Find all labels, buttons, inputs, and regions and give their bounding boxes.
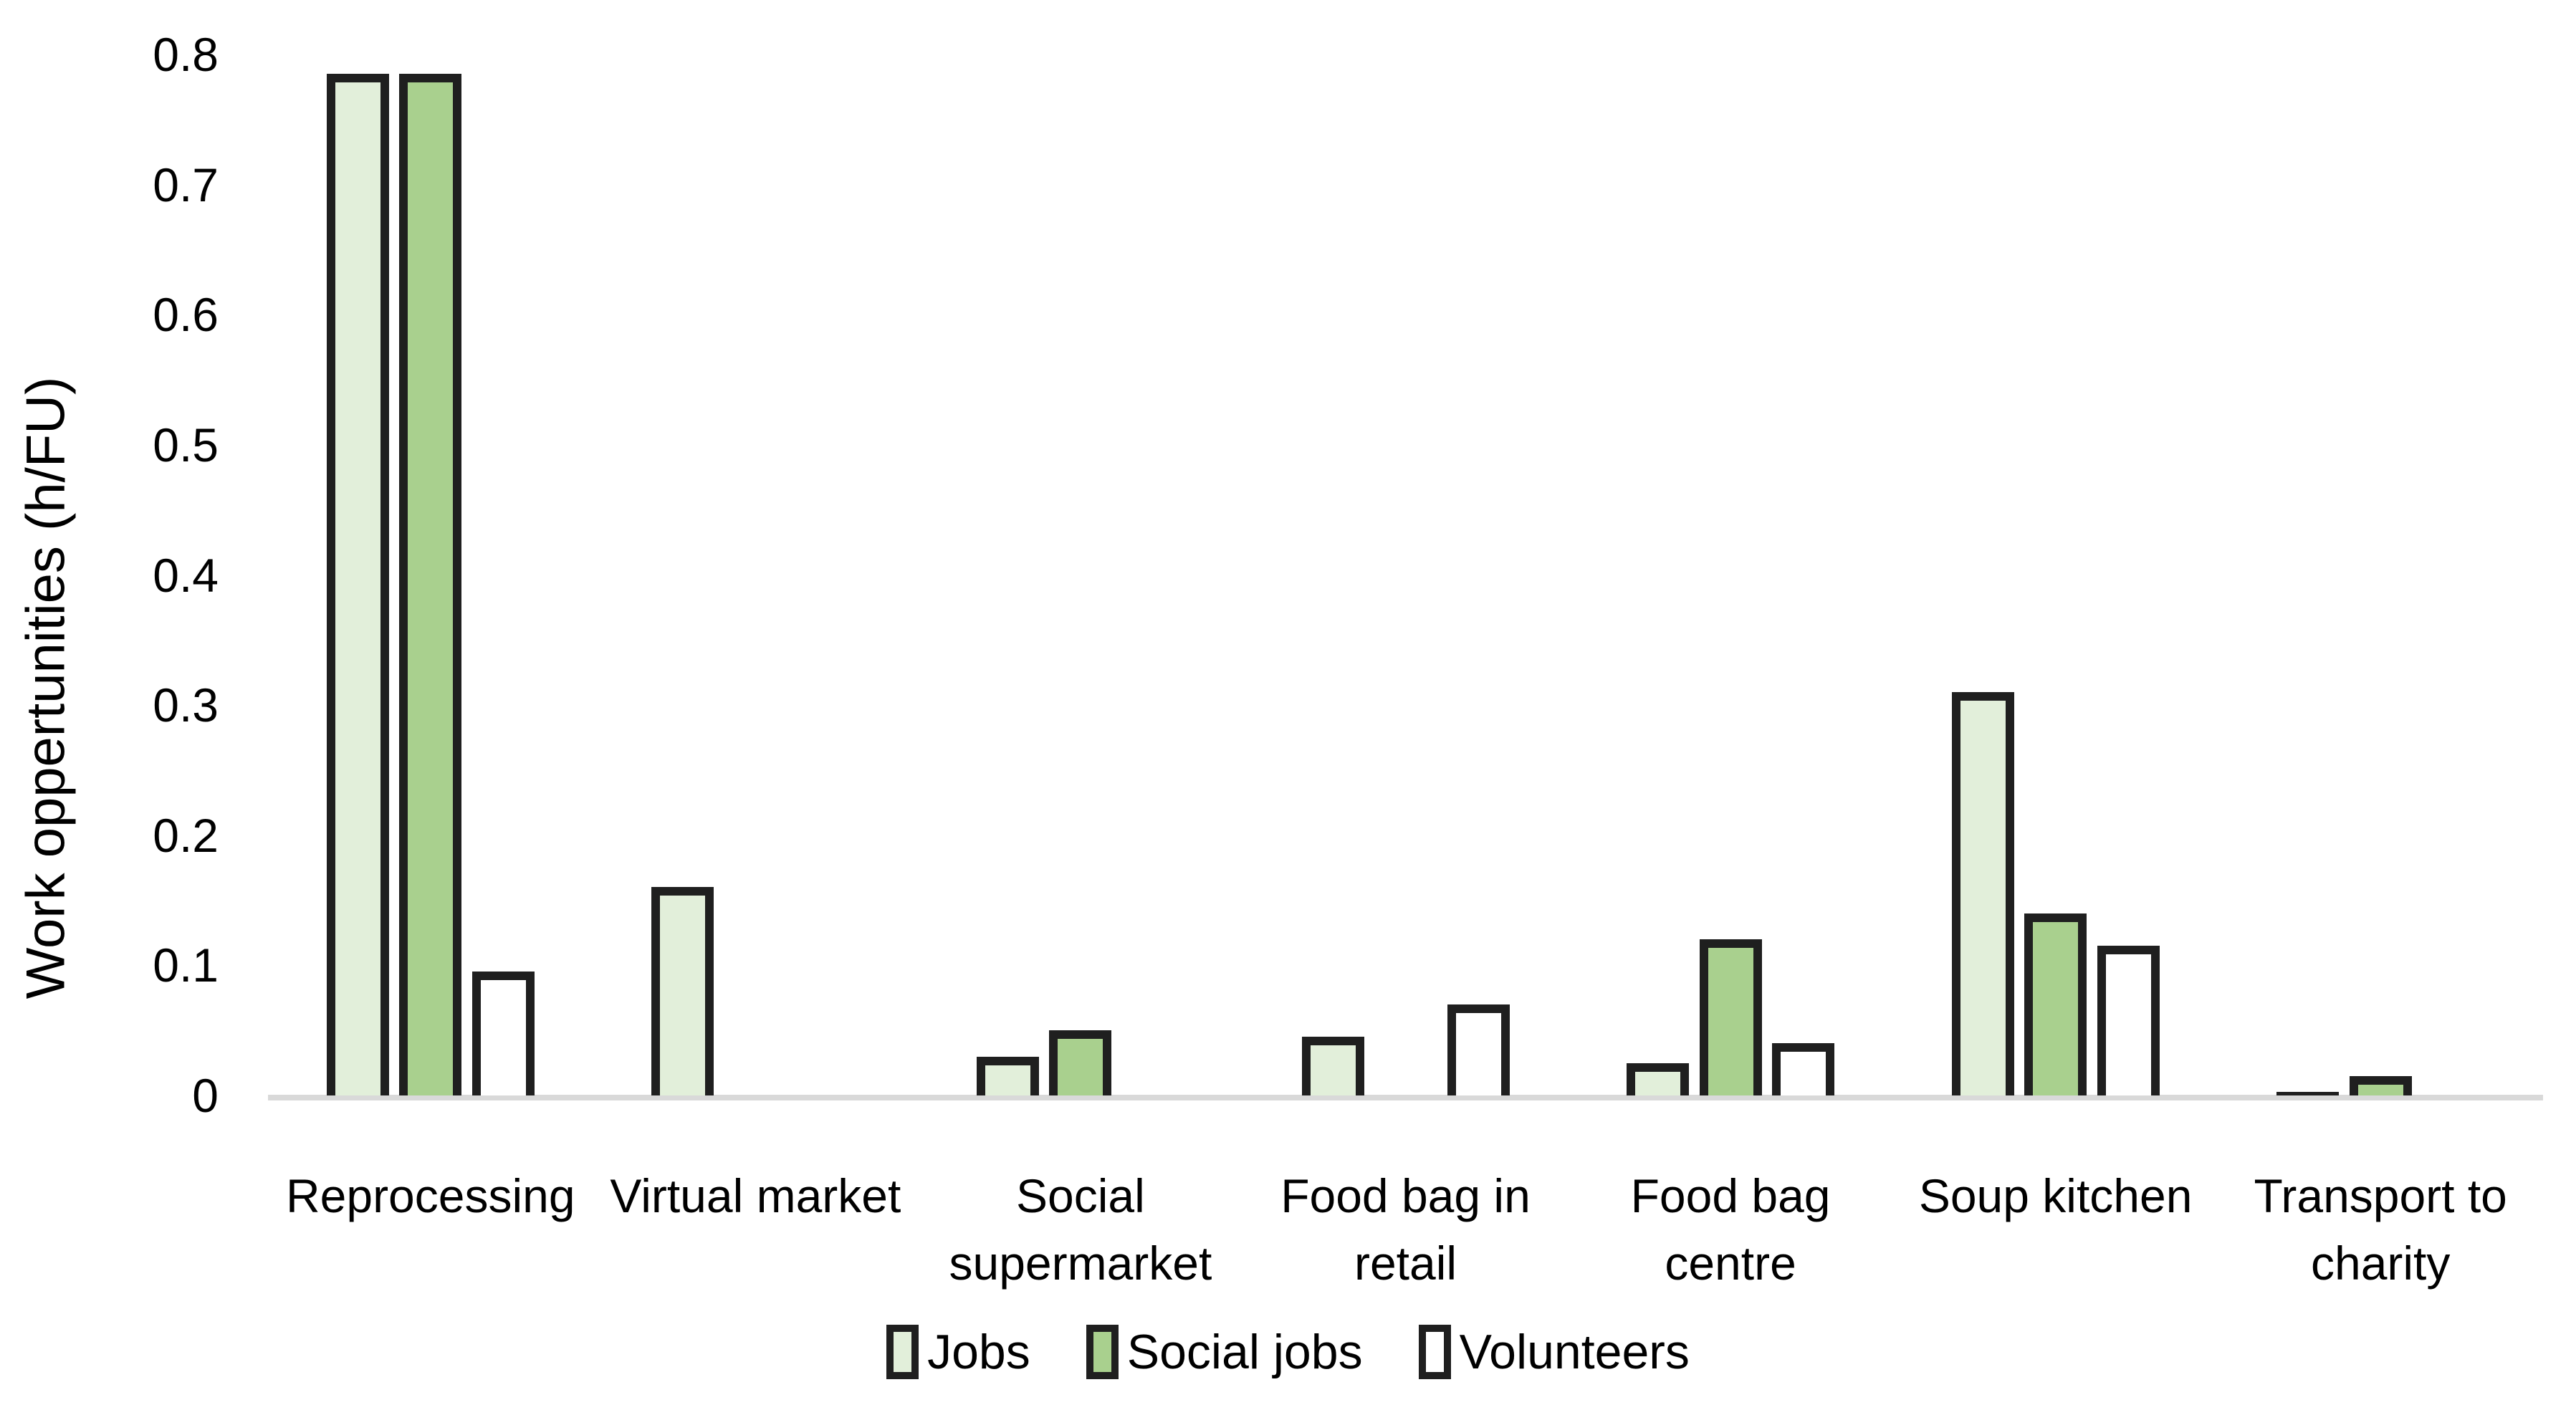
legend-label: Social jobs <box>1126 1325 1363 1379</box>
bar-social-jobs <box>2349 1076 2412 1095</box>
legend-label: Jobs <box>927 1325 1030 1379</box>
x-category-label: Virtual market <box>610 1169 901 1222</box>
bar-social-jobs <box>1699 939 1762 1095</box>
x-category-label: Soup kitchen <box>1918 1169 2193 1222</box>
legend-item-volunteers: Volunteers <box>1418 1324 1690 1380</box>
bar-volunteers <box>2097 946 2160 1095</box>
legend-swatch-icon <box>1086 1325 1119 1379</box>
y-tick-label: 0.4 <box>153 548 219 602</box>
bar-social-jobs <box>2024 913 2087 1095</box>
x-category-label: Social supermarket <box>949 1169 1212 1290</box>
y-tick-label: 0.7 <box>153 158 219 211</box>
y-tick-label: 0.5 <box>153 418 219 471</box>
bar-jobs <box>1951 692 2014 1095</box>
bar-social-jobs <box>399 74 462 1095</box>
y-tick-label: 0.8 <box>153 28 219 82</box>
bar-jobs <box>1627 1063 1690 1095</box>
bar-volunteers <box>471 972 535 1095</box>
legend-swatch-icon <box>886 1325 919 1379</box>
bar-jobs <box>976 1057 1039 1095</box>
bar-jobs <box>326 74 389 1095</box>
y-tick-label: 0.1 <box>153 939 219 992</box>
x-category-label: Reprocessing <box>286 1169 575 1222</box>
legend-label: Volunteers <box>1459 1325 1690 1379</box>
y-tick-label: 0.6 <box>153 288 219 342</box>
bar-volunteers <box>1772 1043 1835 1095</box>
bar-jobs <box>651 887 714 1095</box>
legend-item-jobs: Jobs <box>886 1324 1030 1380</box>
y-tick-label: 0.2 <box>153 808 219 862</box>
y-tick-label: 0.3 <box>153 678 219 732</box>
bar-jobs <box>1301 1037 1364 1095</box>
y-tick-label: 0 <box>192 1069 219 1122</box>
bar-volunteers <box>1447 1004 1510 1095</box>
bar-jobs <box>2276 1092 2340 1095</box>
legend: Jobs Social jobs Volunteers <box>0 1324 2576 1380</box>
x-axis-line <box>268 1095 2543 1100</box>
legend-swatch-icon <box>1418 1325 1451 1379</box>
x-category-label: Food bag centre <box>1630 1169 1831 1290</box>
bar-social-jobs <box>1049 1030 1112 1095</box>
x-category-label: Transport to charity <box>2254 1169 2507 1290</box>
legend-item-social-jobs: Social jobs <box>1086 1324 1363 1380</box>
x-category-label: Food bag in retail <box>1280 1169 1531 1290</box>
